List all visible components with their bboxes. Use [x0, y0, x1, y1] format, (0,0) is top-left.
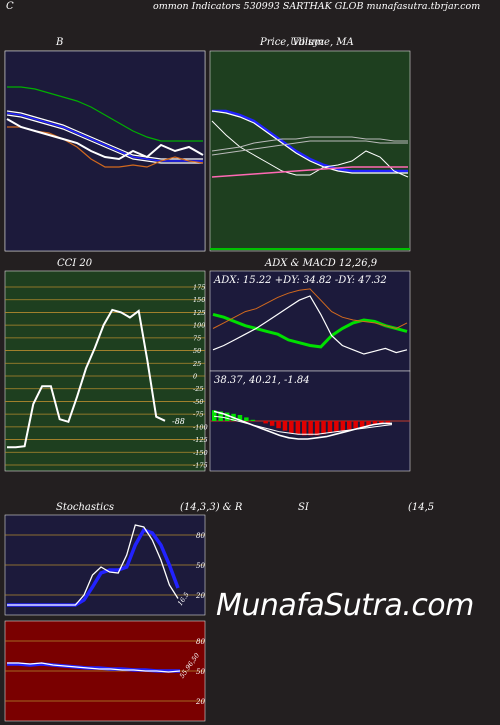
cci-tick-label: 75 — [193, 334, 201, 342]
macd-histogram-bar — [250, 419, 256, 421]
price-ma-title: Price, Volume, MA — [260, 37, 354, 48]
price-line-3 — [211, 136, 408, 152]
bollinger-line-2 — [6, 114, 203, 164]
stoch-params: (14,3,3) & R — [180, 502, 243, 513]
rsi-tick-label: 50 — [196, 668, 205, 676]
macd-histogram-bar — [295, 421, 301, 435]
macd-histogram-bar — [263, 421, 268, 424]
cci-tick-label: 150 — [193, 296, 205, 304]
cci-tick-label: 25 — [192, 360, 201, 368]
macd-histogram-bar — [321, 421, 326, 435]
adx-line-2 — [212, 295, 408, 355]
header-left-char: C — [6, 1, 14, 12]
cci-series: 175 150 125 100 75 50 25 0 -25 -50 -75 -100 -125 -150… — [5, 284, 208, 470]
macd-histogram-bar — [224, 412, 230, 421]
rsi-line-1 — [7, 662, 181, 673]
price-line-0 — [212, 109, 408, 173]
macd-histogram-bar — [244, 417, 249, 421]
macd-histogram-bar — [308, 421, 313, 436]
cci-tick-label: -125 — [193, 436, 208, 444]
macd-histogram-bar — [276, 421, 281, 429]
rsi-params: (14,5 — [408, 502, 435, 513]
macd-histogram-bar — [212, 410, 217, 421]
stoch-title: Stochastics — [56, 502, 114, 513]
rsi-tick-label: 20 — [195, 698, 205, 706]
stoch-tick-label: 20 — [195, 592, 205, 600]
cci-tick-label: -100 — [193, 423, 208, 431]
macd-series — [212, 410, 393, 440]
macd-readout: 38.37, 40.21, -1.84 — [214, 375, 310, 386]
bollinger-line-3 — [6, 112, 203, 162]
macd-histogram-bar — [366, 421, 371, 426]
macd-histogram-bar — [385, 421, 391, 424]
macd-histogram-bar — [334, 421, 339, 432]
rsi-tick-label: 80 — [196, 638, 205, 646]
cci-tick-label: 175 — [193, 284, 205, 292]
macd-line-1 — [213, 415, 393, 435]
adx-title: ADX & MACD 12,26,9 — [265, 258, 378, 269]
cci-title: CCI 20 — [57, 258, 93, 269]
stoch-line-1 — [7, 524, 179, 606]
macd-histogram-bar — [218, 411, 223, 421]
bollinger-line-5 — [6, 118, 204, 161]
cci-tick-label: 0 — [193, 373, 197, 381]
macd-histogram-bar — [340, 421, 346, 431]
adx-readout: ADX: 15.22 +DY: 34.82 -DY: 47.32 — [213, 275, 387, 286]
stoch-tick-label: 80 — [196, 532, 205, 540]
rsi-title: SI — [298, 502, 309, 513]
price-line-5 — [211, 166, 408, 178]
macd-histogram-bar — [327, 421, 333, 433]
cci-tick-label: -25 — [193, 385, 203, 393]
macd-histogram-bar — [347, 421, 352, 430]
macd-histogram-bar — [314, 421, 320, 436]
bollinger-line-0 — [7, 86, 203, 142]
adx-line-1 — [212, 288, 408, 330]
macd-histogram-bar — [282, 421, 288, 431]
price-line-4 — [211, 140, 408, 156]
macd-histogram-bar — [359, 421, 365, 427]
cci-panel — [5, 271, 205, 471]
cci-tick-label: -50 — [193, 398, 203, 406]
price-ma-title-overlay: Ullisyz — [290, 37, 325, 48]
cci-tick-label: -175 — [193, 462, 208, 470]
bollinger-title: B — [56, 37, 64, 48]
price-line-1 — [211, 110, 408, 174]
cci-tick-label: -150 — [193, 449, 208, 457]
macd-histogram-bar — [237, 415, 243, 421]
page-title: ommon Indicators 530993 SARTHAK GLOB mun… — [153, 1, 481, 12]
bollinger-series — [6, 86, 204, 168]
adx-line-0 — [212, 312, 408, 349]
macd-histogram-bar — [289, 421, 294, 433]
adx-series — [212, 288, 408, 355]
macd-histogram-bar — [302, 421, 307, 436]
watermark: MunafaSutra.com — [216, 588, 474, 623]
cci-last-label: -88 — [172, 417, 185, 426]
cci-tick-label: 100 — [193, 322, 205, 330]
cci-tick-label: 50 — [193, 347, 201, 355]
macd-histogram-bar — [372, 421, 378, 425]
macd-line-0 — [213, 410, 392, 440]
price-line-2 — [211, 120, 409, 178]
bollinger-line-1 — [6, 110, 203, 160]
price-ma-series — [211, 109, 409, 178]
cci-tick-label: -75 — [193, 411, 203, 419]
cci-tick-label: 125 — [193, 309, 205, 317]
adx-panel — [210, 271, 410, 371]
macd-histogram-bar — [269, 421, 275, 426]
macd-histogram-bar — [353, 421, 358, 429]
cci-line — [7, 308, 166, 449]
macd-histogram-bar — [379, 421, 384, 424]
stoch-tick-label: 50 — [196, 562, 205, 570]
